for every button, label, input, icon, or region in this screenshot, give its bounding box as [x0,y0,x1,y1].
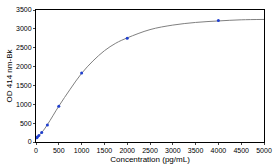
svg-text:2500: 2500 [16,44,32,51]
svg-text:Concentration (pg/mL): Concentration (pg/mL) [110,155,190,164]
svg-text:0: 0 [28,138,32,145]
svg-text:2000: 2000 [119,147,135,154]
svg-text:2000: 2000 [16,63,32,70]
svg-text:500: 500 [53,147,65,154]
svg-text:1000: 1000 [16,101,32,108]
svg-text:0: 0 [34,147,38,154]
svg-text:4000: 4000 [211,147,227,154]
svg-text:3000: 3000 [16,25,32,32]
svg-text:3500: 3500 [16,6,32,13]
svg-text:1500: 1500 [97,147,113,154]
svg-text:1000: 1000 [74,147,90,154]
svg-text:5000: 5000 [256,147,272,154]
svg-text:4500: 4500 [233,147,249,154]
svg-text:500: 500 [20,120,32,127]
svg-text:OD 414 nm-Bk: OD 414 nm-Bk [5,49,14,103]
svg-text:3000: 3000 [165,147,181,154]
svg-text:3500: 3500 [188,147,204,154]
svg-text:2500: 2500 [142,147,158,154]
svg-text:1500: 1500 [16,82,32,89]
